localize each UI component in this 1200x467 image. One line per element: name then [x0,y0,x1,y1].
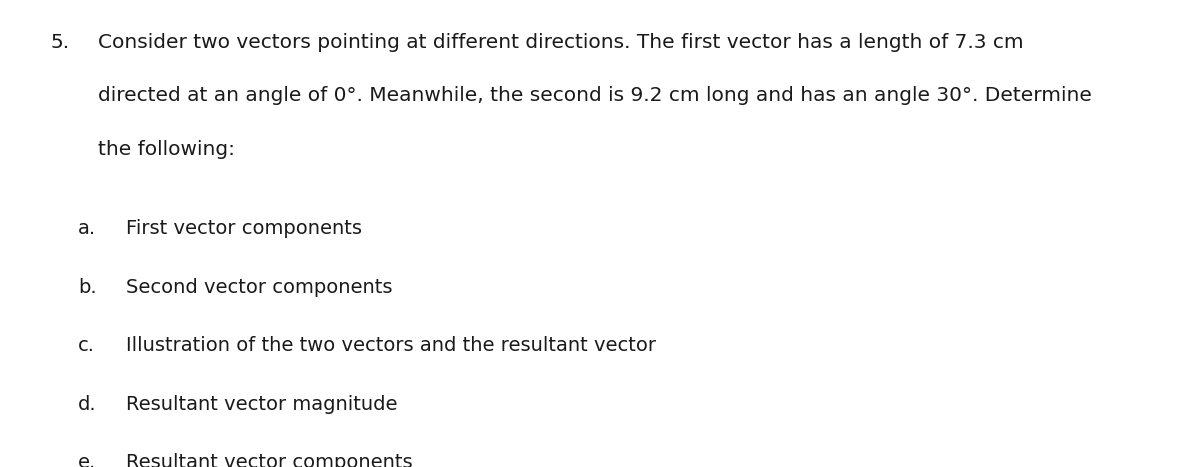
Text: Consider two vectors pointing at different directions. The first vector has a le: Consider two vectors pointing at differe… [98,33,1024,52]
Text: the following:: the following: [98,140,235,159]
Text: Illustration of the two vectors and the resultant vector: Illustration of the two vectors and the … [126,336,656,355]
Text: 5.: 5. [50,33,70,52]
Text: Resultant vector components: Resultant vector components [126,453,413,467]
Text: Second vector components: Second vector components [126,278,392,297]
Text: d.: d. [78,395,97,414]
Text: a.: a. [78,219,96,239]
Text: b.: b. [78,278,97,297]
Text: c.: c. [78,336,95,355]
Text: e.: e. [78,453,96,467]
Text: Resultant vector magnitude: Resultant vector magnitude [126,395,397,414]
Text: directed at an angle of 0°. Meanwhile, the second is 9.2 cm long and has an angl: directed at an angle of 0°. Meanwhile, t… [98,86,1092,106]
Text: First vector components: First vector components [126,219,362,239]
